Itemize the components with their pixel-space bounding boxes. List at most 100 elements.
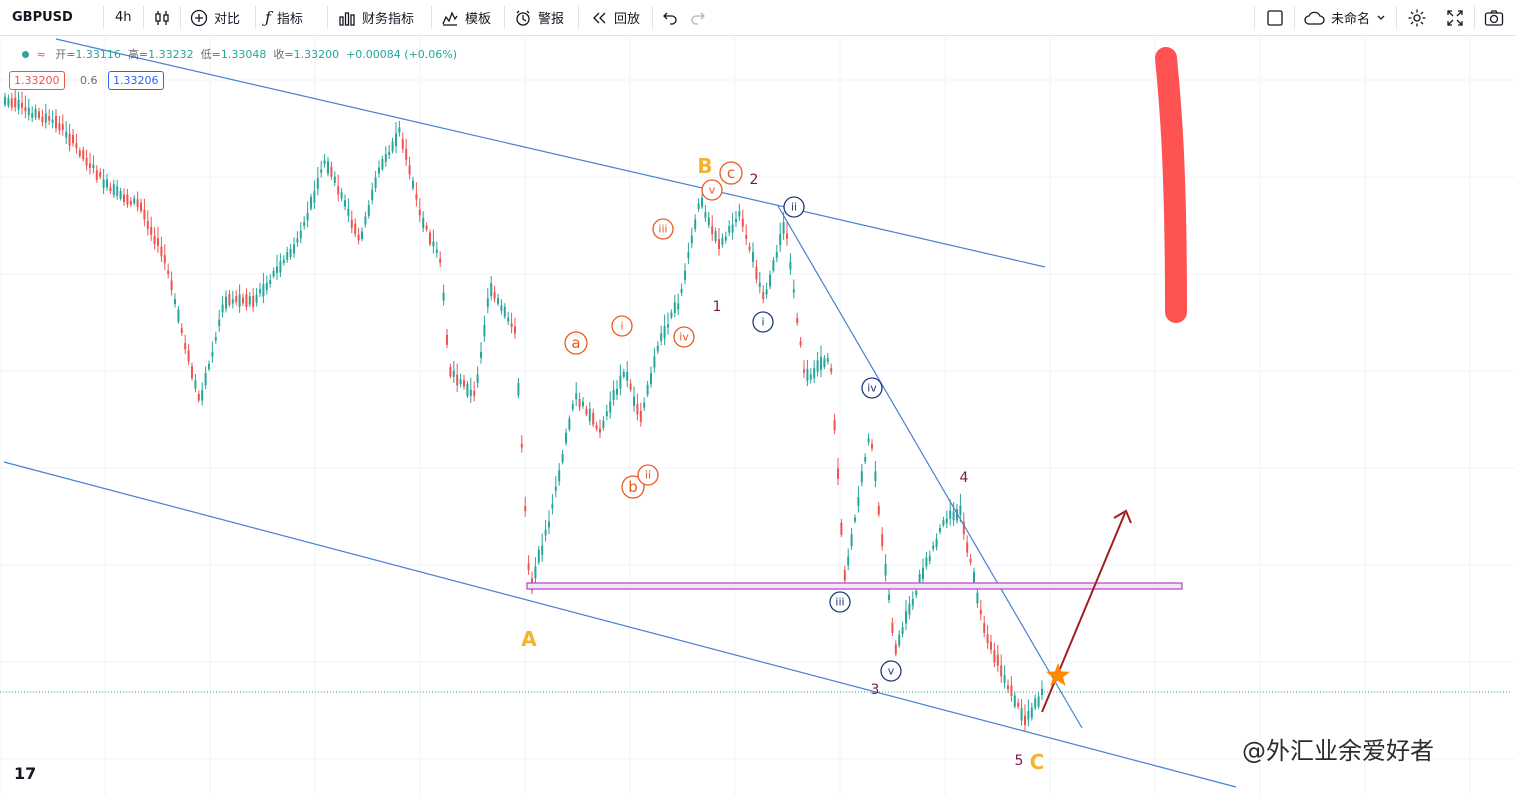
channel-lower-line[interactable] bbox=[3, 461, 1237, 788]
candle-body bbox=[786, 233, 788, 239]
wave-label-ii[interactable]: ii bbox=[783, 196, 805, 218]
sell-price-button[interactable]: 1.33200 bbox=[9, 71, 65, 90]
candle-body bbox=[626, 371, 629, 381]
candle-body bbox=[588, 408, 591, 422]
candle-body bbox=[510, 323, 513, 328]
fullscreen-toggle-button[interactable] bbox=[1266, 0, 1284, 35]
symbol-search-button[interactable]: GBPUSD bbox=[12, 0, 73, 35]
undo-button[interactable] bbox=[662, 0, 678, 35]
candle-body bbox=[238, 294, 241, 307]
candle-body bbox=[486, 298, 489, 308]
financials-button[interactable]: 财务指标 bbox=[338, 0, 414, 35]
wave-label-1[interactable]: 1 bbox=[713, 299, 722, 315]
candle-body bbox=[123, 194, 125, 203]
settings-button[interactable] bbox=[1407, 0, 1427, 35]
candle-body bbox=[928, 556, 931, 561]
wave-label-iii[interactable]: iii bbox=[652, 218, 674, 240]
candle-body bbox=[551, 504, 554, 509]
replay-button[interactable]: 回放 bbox=[590, 0, 640, 35]
candle-body bbox=[544, 529, 547, 536]
wave-label-c[interactable]: c bbox=[719, 161, 743, 185]
wave-label-ii[interactable]: ii bbox=[637, 464, 659, 486]
snapshot-button[interactable] bbox=[1484, 0, 1504, 35]
interval-button[interactable]: 4h bbox=[115, 0, 132, 35]
wave-text: v bbox=[709, 184, 716, 197]
candle-body bbox=[983, 623, 986, 633]
candle-body bbox=[65, 131, 68, 138]
candle-body bbox=[670, 312, 673, 318]
wave-label-b[interactable]: b bbox=[621, 475, 645, 499]
support-zone-rectangle[interactable] bbox=[526, 582, 1183, 590]
trend-line[interactable] bbox=[777, 205, 1083, 729]
candle-body bbox=[860, 471, 863, 483]
candle-body bbox=[17, 99, 20, 110]
candle-body bbox=[650, 373, 652, 384]
chart-type-button[interactable] bbox=[153, 0, 171, 35]
wave-label-3[interactable]: 3 bbox=[871, 682, 880, 698]
candle-body bbox=[296, 238, 299, 243]
candle-body bbox=[211, 352, 214, 357]
wave-label-a[interactable]: a bbox=[564, 331, 588, 355]
wave-label-C[interactable]: C bbox=[1030, 750, 1045, 774]
candle-body bbox=[231, 299, 234, 304]
candle-body bbox=[935, 538, 938, 548]
candle-body bbox=[323, 160, 326, 164]
wave-label-iv[interactable]: iv bbox=[673, 326, 695, 348]
candle-body bbox=[1000, 665, 1003, 677]
candle-body bbox=[1020, 707, 1023, 721]
gear-icon bbox=[1407, 8, 1427, 28]
channel-upper-line[interactable] bbox=[55, 38, 1046, 268]
candle-body bbox=[1003, 675, 1006, 683]
candle-body bbox=[27, 107, 30, 115]
candle-body bbox=[68, 133, 71, 146]
wave-label-iii[interactable]: iii bbox=[829, 591, 851, 613]
wave-label-iv[interactable]: iv bbox=[861, 377, 883, 399]
candle-body bbox=[99, 172, 102, 177]
candle-body bbox=[629, 383, 632, 390]
wave-label-v[interactable]: v bbox=[880, 660, 902, 682]
wave-label-4[interactable]: 4 bbox=[960, 470, 969, 486]
alert-label: 警报 bbox=[538, 12, 565, 27]
candle-body bbox=[146, 221, 149, 229]
layout-menu-button[interactable]: 未命名 bbox=[1303, 0, 1386, 35]
candle-body bbox=[752, 251, 754, 262]
candle-body bbox=[850, 534, 853, 547]
candle-body bbox=[969, 558, 972, 563]
candle-body bbox=[340, 192, 343, 199]
wave-label-B[interactable]: B bbox=[697, 154, 712, 178]
candle-body bbox=[174, 299, 176, 305]
wave-label-v[interactable]: v bbox=[701, 179, 723, 201]
candle-body bbox=[517, 383, 520, 396]
wave-label-i[interactable]: i bbox=[752, 311, 774, 333]
wave-text: iii bbox=[658, 223, 667, 236]
candle-body bbox=[279, 261, 282, 273]
templates-button[interactable]: 模板 bbox=[441, 0, 491, 35]
candle-body bbox=[721, 238, 724, 245]
candle-body bbox=[843, 570, 846, 581]
highlighter-mark[interactable] bbox=[1155, 47, 1187, 323]
redo-button[interactable] bbox=[690, 0, 706, 35]
candle-body bbox=[31, 113, 34, 118]
candle-body bbox=[605, 411, 608, 417]
tradingview-logo[interactable]: 17 bbox=[14, 764, 37, 783]
fullscreen-button[interactable] bbox=[1446, 0, 1464, 35]
star-marker[interactable] bbox=[1046, 663, 1070, 686]
compare-button[interactable]: 对比 bbox=[190, 0, 240, 35]
candle-body bbox=[653, 356, 656, 368]
wave-label-i[interactable]: i bbox=[611, 315, 633, 337]
buy-price-button[interactable]: 1.33206 bbox=[108, 71, 164, 90]
candle-body bbox=[911, 598, 914, 606]
candle-body bbox=[95, 170, 98, 180]
candle-body bbox=[684, 270, 686, 280]
candle-body bbox=[163, 255, 166, 264]
wave-label-5[interactable]: 5 bbox=[1015, 753, 1024, 769]
interval-label: 4h bbox=[115, 10, 132, 25]
candle-body bbox=[354, 223, 357, 235]
candle-body bbox=[728, 226, 731, 233]
wave-label-A[interactable]: A bbox=[521, 627, 537, 651]
indicators-button[interactable]: ƒ 指标 bbox=[265, 0, 303, 35]
alert-button[interactable]: 警报 bbox=[514, 0, 564, 35]
wave-label-2[interactable]: 2 bbox=[750, 172, 759, 188]
wave-circle bbox=[701, 179, 723, 201]
